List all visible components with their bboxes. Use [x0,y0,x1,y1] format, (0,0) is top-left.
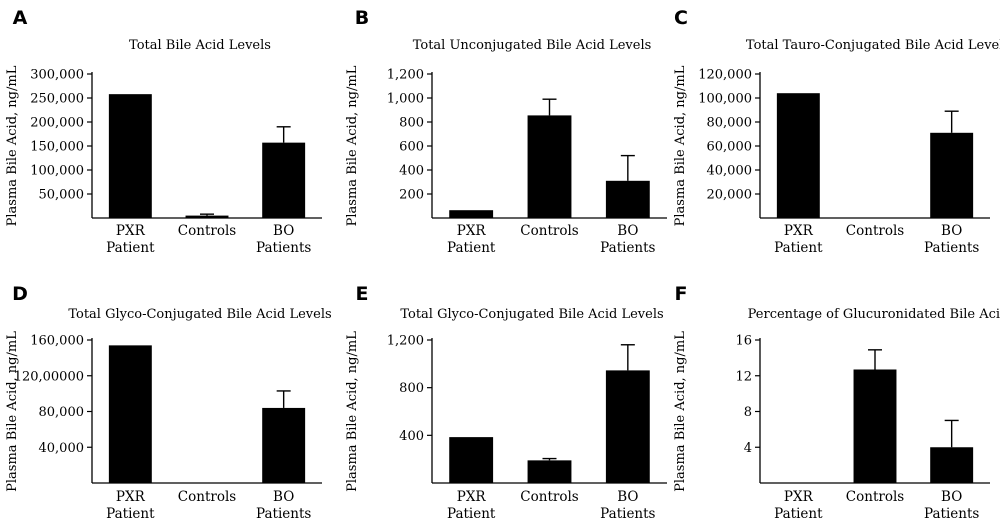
x-category-label: BO [273,489,294,505]
x-category-label: BO [941,223,962,239]
y-tick-label: 250,000 [30,92,84,107]
y-tick-label: 600 [399,140,424,155]
x-category-label: Patients [924,506,979,522]
y-tick-label: 60,000 [707,140,753,155]
y-tick-label: 200 [399,188,424,203]
bar [449,210,494,218]
y-tick-label: 200,000 [30,116,84,131]
chart-panel-f: F Percentage of Glucuronidated Bile Acid P… [673,283,1000,522]
chart-title: Total Tauro-Conjugated Bile Acid Levels [746,38,1000,53]
y-tick-label: 4 [744,441,752,456]
bar [605,180,650,218]
bar [930,132,974,218]
x-category-label: BO [617,223,638,239]
x-category-label: PXR [457,223,487,239]
x-category-label: Patient [447,506,496,522]
y-axis-label: Plasma Bile Acid, ng/mL [345,331,360,492]
bar [930,447,974,483]
x-category-label: Patient [447,240,496,256]
y-tick-label: 16 [735,334,752,349]
panel-label: B [355,7,369,29]
bar [108,345,152,483]
x-category-label: Controls [520,223,578,239]
bar [527,115,572,218]
x-category-label: Patients [256,240,311,256]
x-category-label: Patient [106,240,155,256]
bar [449,437,494,483]
y-tick-label: 50,000 [39,188,85,203]
x-category-label: PXR [116,223,146,239]
y-tick-label: 8 [744,405,752,420]
x-category-label: Patients [600,506,655,522]
y-axis-label: Plasma Bile Acid, ng/mL [5,65,20,226]
chart-panel-a: A Total Bile Acid Levels Plasma Bile Acid,… [5,7,322,256]
x-category-label: BO [941,489,962,505]
y-tick-label: 160,000 [30,334,84,349]
x-category-label: Patients [256,506,311,522]
panel-label: A [13,7,28,29]
chart-panel-d: D Total Glyco-Conjugated Bile Acid Levels… [5,283,332,522]
panel-label: D [12,283,28,305]
chart-title: Total Bile Acid Levels [129,38,271,53]
bar [853,369,897,483]
y-tick-label: 800 [399,116,424,131]
bar [527,460,572,483]
chart-panel-e: E Total Glyco-Conjugated Bile Acid Levels… [345,283,667,522]
chart-title: Total Glyco-Conjugated Bile Acid Levels [400,307,663,322]
chart-title: Total Unconjugated Bile Acid Levels [413,38,652,53]
y-tick-label: 120,00000 [14,369,84,384]
x-category-label: Controls [846,223,904,239]
x-category-label: Controls [520,489,578,505]
y-tick-label: 40,000 [39,441,85,456]
bar [776,93,820,218]
x-category-label: Patients [600,240,655,256]
y-tick-label: 100,000 [30,164,84,179]
x-category-label: Patients [924,240,979,256]
x-category-label: PXR [116,489,146,505]
chart-panel-c: C Total Tauro-Conjugated Bile Acid Levels… [673,7,1000,256]
x-category-label: Patient [106,506,155,522]
y-tick-label: 800 [399,381,424,396]
bar [262,407,306,483]
y-tick-label: 400 [399,164,424,179]
x-category-label: Controls [178,489,236,505]
panel-label: C [674,7,688,29]
chart-panel-b: B Total Unconjugated Bile Acid Levels Plas… [345,7,667,256]
panel-label: F [675,283,688,305]
x-category-label: PXR [457,489,487,505]
bar [262,142,306,218]
bar [185,215,229,218]
y-tick-label: 150,000 [30,140,84,155]
panel-label: E [356,283,369,305]
y-tick-label: 12 [735,369,752,384]
y-tick-label: 100,000 [698,92,752,107]
bar [108,94,152,218]
y-axis-label: Plasma Bile Acid, ng/mL [673,65,688,226]
y-tick-label: 1,000 [387,92,424,107]
y-tick-label: 400 [399,429,424,444]
x-category-label: Patient [774,506,823,522]
y-tick-label: 1,200 [387,334,424,349]
y-axis-label: Plasma Bile Acid, ng/mL [5,331,20,492]
y-tick-label: 1,200 [387,68,424,83]
bar [605,370,650,483]
y-tick-label: 40,000 [707,164,753,179]
y-tick-label: 80,000 [39,405,85,420]
chart-title: Total Glyco-Conjugated Bile Acid Levels [68,307,331,322]
x-category-label: Controls [846,489,904,505]
y-tick-label: 120,000 [698,68,752,83]
y-axis-label: Plasma Bile Acid, ng/mL [673,331,688,492]
x-category-label: PXR [784,489,814,505]
chart-title: Percentage of Glucuronidated Bile Acid [748,307,1000,322]
x-category-label: BO [273,223,294,239]
x-category-label: PXR [784,223,814,239]
y-tick-label: 20,000 [707,188,753,203]
y-axis-label: Plasma Bile Acid, ng/mL [345,65,360,226]
y-tick-label: 300,000 [30,68,84,83]
x-category-label: Controls [178,223,236,239]
x-category-label: BO [617,489,638,505]
x-category-label: Patient [774,240,823,256]
y-tick-label: 80,000 [707,116,753,131]
